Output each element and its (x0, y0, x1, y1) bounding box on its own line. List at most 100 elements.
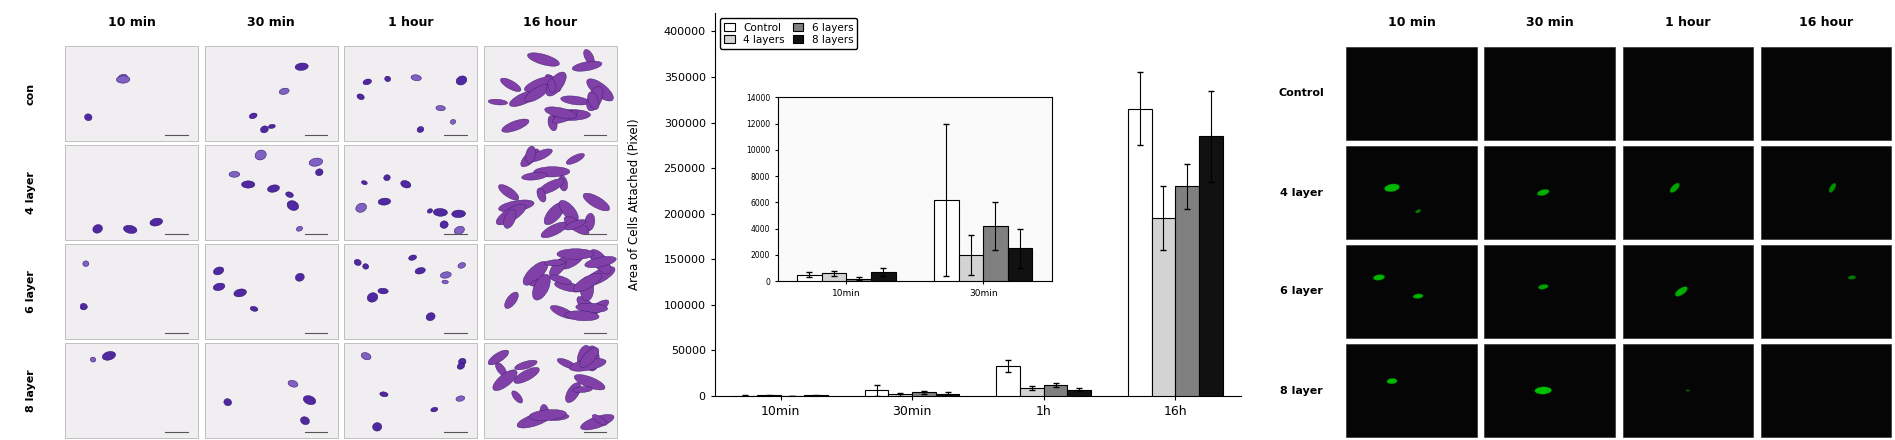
Ellipse shape (91, 357, 97, 362)
Ellipse shape (587, 300, 608, 315)
Ellipse shape (440, 272, 451, 278)
Bar (64, 244, 199, 339)
Ellipse shape (574, 374, 605, 390)
Ellipse shape (286, 201, 299, 210)
Bar (1345, 146, 1476, 239)
Ellipse shape (548, 79, 555, 93)
Text: 6 layer: 6 layer (27, 270, 36, 313)
Ellipse shape (521, 149, 540, 167)
Ellipse shape (546, 72, 567, 96)
Ellipse shape (1374, 275, 1385, 280)
Bar (483, 343, 618, 438)
Ellipse shape (527, 53, 559, 66)
Ellipse shape (546, 414, 568, 421)
Bar (345, 244, 478, 339)
Bar (345, 343, 478, 438)
Ellipse shape (557, 249, 593, 259)
Bar (889, 394, 911, 396)
Ellipse shape (279, 88, 290, 95)
Text: con: con (27, 82, 36, 105)
Text: 8 layer: 8 layer (1279, 385, 1323, 396)
Ellipse shape (593, 414, 606, 425)
Bar (1622, 245, 1753, 338)
Ellipse shape (356, 203, 366, 213)
Ellipse shape (1537, 189, 1550, 196)
Text: 10 min: 10 min (108, 15, 155, 29)
Ellipse shape (409, 255, 417, 260)
Ellipse shape (512, 391, 523, 403)
Ellipse shape (426, 313, 436, 321)
Text: Control: Control (1279, 88, 1325, 99)
Ellipse shape (1829, 183, 1836, 193)
Bar (1484, 146, 1615, 239)
Ellipse shape (356, 94, 364, 100)
Ellipse shape (440, 221, 449, 228)
Bar (1345, 344, 1476, 437)
Ellipse shape (1385, 184, 1400, 192)
Bar (1484, 344, 1615, 437)
Ellipse shape (214, 267, 224, 275)
Bar (1044, 385, 1067, 396)
Bar (1760, 146, 1891, 239)
Ellipse shape (457, 363, 464, 369)
Ellipse shape (565, 216, 589, 235)
Ellipse shape (229, 172, 241, 177)
Ellipse shape (561, 253, 584, 269)
Ellipse shape (1387, 378, 1397, 384)
Ellipse shape (250, 113, 258, 119)
Bar (64, 145, 199, 240)
Ellipse shape (515, 360, 536, 370)
Ellipse shape (250, 306, 258, 312)
Ellipse shape (551, 110, 591, 121)
Bar (911, 392, 936, 396)
Ellipse shape (578, 345, 591, 370)
Text: 4 layer: 4 layer (1279, 187, 1323, 198)
Ellipse shape (489, 99, 508, 105)
Text: 10 min: 10 min (1387, 15, 1436, 29)
Ellipse shape (565, 382, 580, 403)
Ellipse shape (496, 204, 527, 225)
Ellipse shape (580, 348, 599, 367)
Bar (1128, 109, 1152, 396)
Bar (205, 244, 337, 339)
Ellipse shape (568, 359, 606, 371)
Ellipse shape (457, 76, 466, 85)
Ellipse shape (586, 346, 599, 371)
Bar (864, 390, 889, 396)
Ellipse shape (586, 257, 616, 268)
Bar (936, 394, 959, 396)
Ellipse shape (540, 404, 550, 420)
Ellipse shape (553, 110, 578, 123)
Text: 6 layer: 6 layer (1279, 286, 1323, 297)
Text: 16 hour: 16 hour (1798, 15, 1853, 29)
Ellipse shape (1535, 387, 1552, 394)
Ellipse shape (1848, 275, 1855, 279)
Ellipse shape (451, 210, 466, 218)
Ellipse shape (436, 106, 445, 111)
Ellipse shape (580, 414, 614, 430)
Ellipse shape (538, 179, 565, 194)
Ellipse shape (587, 92, 599, 110)
Ellipse shape (233, 289, 246, 297)
Bar (1020, 388, 1044, 396)
Ellipse shape (557, 359, 576, 369)
Bar (1622, 146, 1753, 239)
Bar (1152, 218, 1175, 396)
Ellipse shape (400, 180, 411, 188)
Ellipse shape (214, 283, 226, 290)
Ellipse shape (102, 352, 116, 360)
Ellipse shape (260, 126, 269, 133)
Text: 16 hour: 16 hour (523, 15, 578, 29)
Ellipse shape (544, 107, 576, 119)
Ellipse shape (586, 213, 595, 231)
Ellipse shape (383, 175, 390, 181)
Bar (483, 46, 618, 141)
Ellipse shape (504, 209, 515, 228)
Ellipse shape (572, 387, 593, 392)
Ellipse shape (83, 261, 89, 267)
Ellipse shape (584, 193, 610, 211)
Bar (205, 46, 337, 141)
Text: 1 hour: 1 hour (388, 15, 434, 29)
Bar (997, 366, 1020, 396)
Legend: Control, 4 layers, 6 layers, 8 layers: Control, 4 layers, 6 layers, 8 layers (720, 18, 857, 49)
